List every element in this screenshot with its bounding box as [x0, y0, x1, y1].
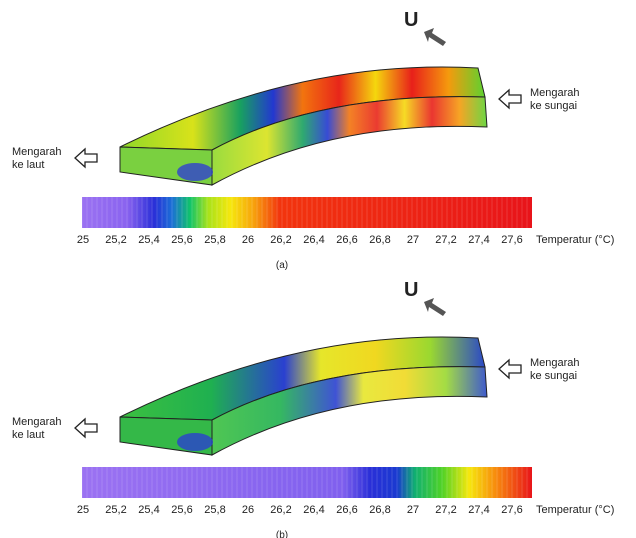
river-label: Mengarah — [530, 87, 580, 99]
colorbar-tick-label: 25,8 — [204, 504, 225, 516]
sea-label: ke laut — [12, 159, 44, 171]
direction-arrow — [499, 90, 521, 108]
sea-label: Mengarah — [12, 146, 62, 158]
caption: (a) — [276, 260, 288, 271]
colorbar-tick-label: 26,4 — [303, 234, 324, 246]
colorbar-tick-label: 26,6 — [336, 504, 357, 516]
colorbar-tick-label: 26,8 — [369, 504, 390, 516]
river-label: ke sungai — [530, 100, 577, 112]
north-arrow — [424, 298, 446, 316]
north-label: U — [404, 279, 418, 301]
colorbar-tick-label: 25,2 — [105, 234, 126, 246]
sea-label: ke laut — [12, 429, 44, 441]
direction-arrow — [75, 419, 97, 437]
north-arrow — [424, 28, 446, 46]
colorbar-tick-label: 25,4 — [138, 504, 159, 516]
river-label: Mengarah — [530, 357, 580, 369]
colorbar-tick-label: 27,2 — [435, 234, 456, 246]
colorbar-tick-label: 27 — [407, 504, 419, 516]
slab-end-spot — [177, 433, 213, 451]
colorbar-tick-label: 26,4 — [303, 504, 324, 516]
colorbar-tick-label: 27,6 — [501, 504, 522, 516]
direction-arrow — [75, 149, 97, 167]
colorbar-tick-label: 27,6 — [501, 234, 522, 246]
colorbar-tick-label: 25,6 — [171, 504, 192, 516]
colorbar-tick-label: 26,8 — [369, 234, 390, 246]
figure: UMengarahke sungaiMengarahke laut2525,22… — [0, 0, 636, 538]
slab-end-spot — [177, 163, 213, 181]
caption: (b) — [276, 530, 288, 538]
colorbar-tick-label: 27,4 — [468, 504, 489, 516]
colorbar-tick-label: 26 — [242, 504, 254, 516]
river-label: ke sungai — [530, 370, 577, 382]
colorbar-tick-label: 26,2 — [270, 504, 291, 516]
colorbar-tick-label: 25,2 — [105, 504, 126, 516]
colorbar-tick-label: 25,6 — [171, 234, 192, 246]
colorbar-tick-label: 27,2 — [435, 504, 456, 516]
north-label: U — [404, 9, 418, 31]
direction-arrow — [499, 360, 521, 378]
sea-label: Mengarah — [12, 416, 62, 428]
colorbar-tick-label: 26 — [242, 234, 254, 246]
colorbar-label: Temperatur (°C) — [536, 504, 614, 516]
colorbar-tick-label: 25 — [77, 234, 89, 246]
colorbar-tick-label: 26,2 — [270, 234, 291, 246]
colorbar-tick-label: 27 — [407, 234, 419, 246]
colorbar-tick-label: 26,6 — [336, 234, 357, 246]
colorbar-label: Temperatur (°C) — [536, 234, 614, 246]
colorbar-tick-label: 25 — [77, 504, 89, 516]
colorbar-tick-label: 25,8 — [204, 234, 225, 246]
colorbar-tick-label: 25,4 — [138, 234, 159, 246]
colorbar-tick-label: 27,4 — [468, 234, 489, 246]
